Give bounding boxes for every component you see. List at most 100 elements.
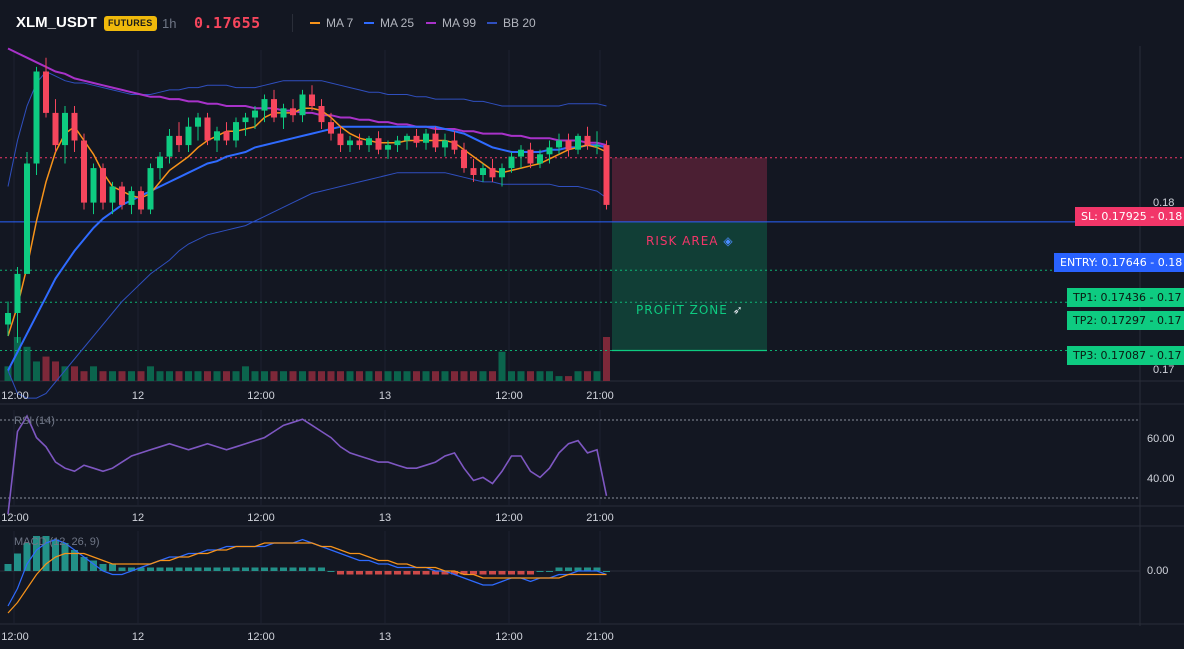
volume-bar [185, 371, 192, 381]
profit-zone-text: PROFIT ZONE [636, 303, 728, 317]
time-axis-label: 12:00 [247, 631, 275, 643]
risk-area-text: RISK AREA [646, 234, 719, 248]
legend-ma7[interactable]: MA 7 [310, 16, 353, 30]
macd-histogram-bar [346, 571, 354, 575]
macd-histogram-bar [555, 567, 563, 571]
volume-bar [128, 371, 135, 381]
candle-body [565, 140, 572, 150]
macd-histogram-bar [156, 567, 164, 571]
time-axis-label: 12 [132, 512, 144, 524]
macd-histogram-bar [413, 571, 420, 575]
candle-body [556, 140, 562, 148]
time-axis-label: 12 [132, 390, 144, 402]
macd-histogram-bar [4, 564, 12, 571]
macd-panel-label: MACD (12, 26, 9) [14, 536, 100, 548]
time-axis-label: 12 [132, 631, 144, 643]
volume-bar [346, 371, 354, 381]
macd-histogram-bar [527, 571, 534, 575]
macd-histogram-bar [546, 571, 553, 572]
volume-bar [194, 371, 202, 381]
candle-body [356, 140, 363, 146]
macd-histogram-bar [451, 571, 458, 575]
macd-histogram-bar [593, 567, 601, 571]
macd-histogram-bar [71, 550, 78, 571]
macd-histogram-bar [356, 571, 363, 575]
candle-body [138, 191, 144, 210]
time-axis-label: 13 [379, 631, 391, 643]
candle-body [119, 186, 125, 205]
profit-zone [612, 221, 767, 351]
macd-histogram-bar [403, 571, 411, 575]
volume-bar [33, 361, 40, 381]
candle-body [299, 94, 306, 116]
volume-bar [90, 366, 97, 381]
symbol-title[interactable]: XLM_USDT [16, 14, 97, 31]
volume-bar [365, 371, 373, 381]
price-tick-label: 0.18 [1153, 197, 1174, 209]
macd-histogram-bar [128, 567, 135, 571]
ma7-line [7, 107, 607, 337]
candle-body [328, 122, 334, 134]
candle-body [594, 145, 600, 147]
macd-histogram-bar [147, 567, 154, 571]
volume-bar [451, 371, 458, 381]
candle-body [385, 145, 391, 150]
macd-tick-label: 0.00 [1147, 565, 1168, 577]
volume-bar [280, 371, 287, 381]
candle-body [499, 168, 505, 178]
macd-histogram-bar [441, 571, 449, 575]
macd-histogram-bar [470, 571, 477, 575]
entry-tag: ENTRY: 0.17646 - 0.18 [1054, 253, 1184, 272]
volume-bar [213, 371, 221, 381]
macd-histogram-bar [280, 567, 287, 571]
legend-label-ma25: MA 25 [380, 16, 415, 30]
time-axis-label: 12:00 [495, 390, 523, 402]
legend-ma25[interactable]: MA 25 [364, 16, 414, 30]
legend-bb20[interactable]: BB 20 [487, 16, 536, 30]
volume-bar [489, 371, 496, 381]
macd-histogram-bar [185, 567, 192, 571]
candle-body [5, 313, 11, 325]
macd-histogram-bar [42, 536, 50, 571]
macd-histogram-bar [261, 567, 268, 571]
volume-bar [555, 376, 563, 381]
candle-body [242, 117, 249, 123]
rsi-line [7, 414, 608, 515]
ma25-line [7, 125, 607, 371]
macd-histogram-bar [384, 571, 392, 575]
legend-ma99[interactable]: MA 99 [426, 16, 476, 30]
candle-body [461, 149, 467, 169]
time-axis-label: 12:00 [247, 390, 275, 402]
candle-body [71, 112, 78, 141]
macd-histogram-bar [118, 567, 126, 571]
time-axis-label: 13 [379, 512, 391, 524]
volume-bar [204, 371, 211, 381]
candle-body [100, 168, 106, 203]
volume-bar [80, 371, 88, 381]
candle-body [52, 112, 59, 146]
time-axis-label: 21:00 [586, 512, 614, 524]
candle-body [271, 99, 277, 118]
candle-body [603, 145, 610, 205]
macd-histogram-bar [52, 539, 59, 571]
timeframe-label[interactable]: 1h [162, 16, 177, 31]
candle-body [318, 106, 325, 123]
macd-histogram-bar [251, 567, 259, 571]
volume-bar [394, 371, 401, 381]
macd-histogram-bar [204, 567, 211, 571]
shield-icon: ◈ [723, 234, 734, 248]
price-tick-label: 0.17 [1153, 364, 1174, 376]
volume-bar [251, 371, 259, 381]
macd-histogram-bar [80, 557, 88, 571]
volume-bar [593, 371, 601, 381]
macd-histogram-bar [584, 567, 591, 571]
macd-histogram-bar [23, 543, 31, 571]
candle-body [489, 168, 496, 178]
macd-histogram-bar [14, 553, 21, 571]
candle-body [404, 135, 410, 141]
macd-histogram-bar [460, 571, 468, 575]
candle-body [233, 122, 239, 141]
macd-histogram-bar [479, 571, 487, 575]
bb-lower-line [7, 172, 607, 399]
